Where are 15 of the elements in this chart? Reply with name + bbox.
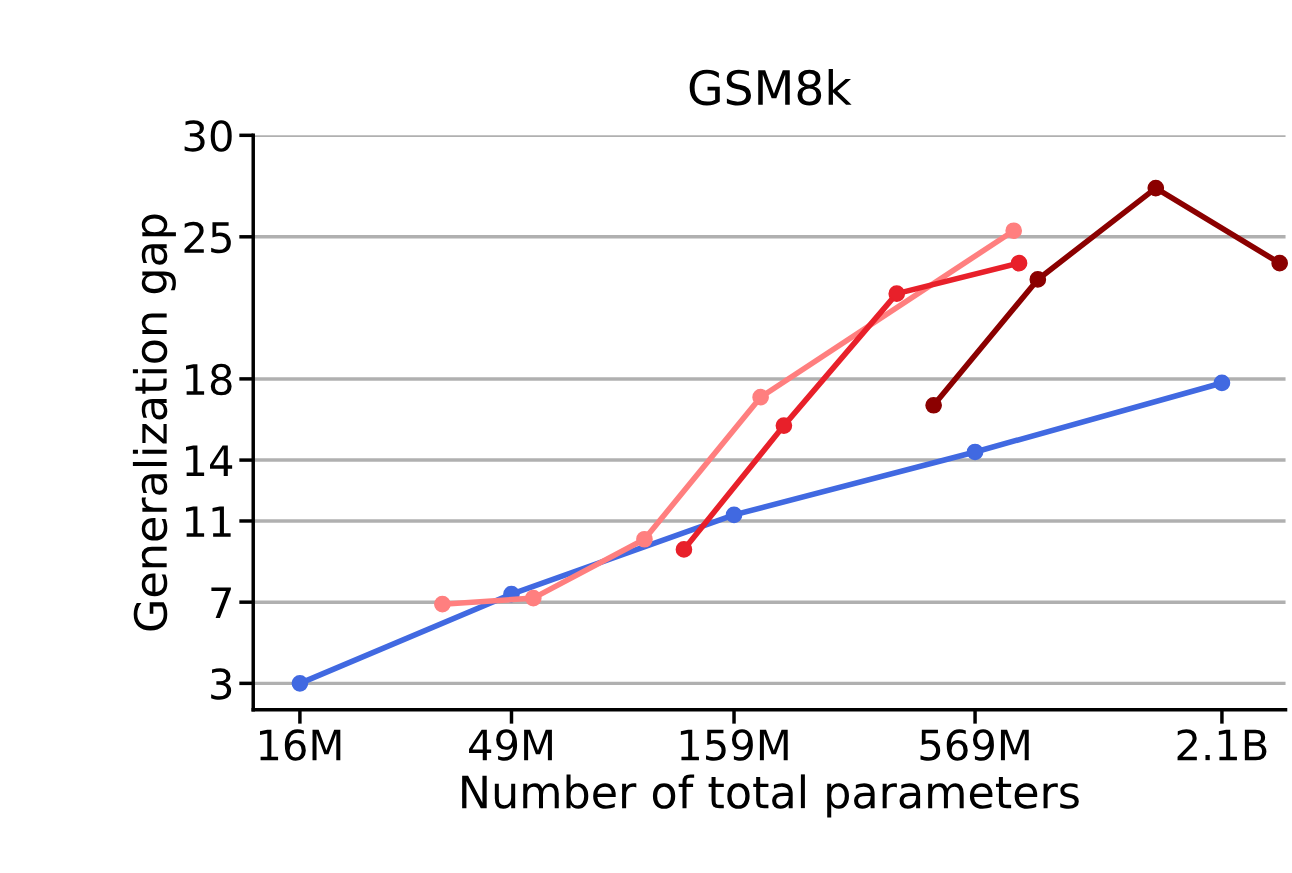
- x-tick-label: 159M: [680, 729, 788, 761]
- y-tick-label: 25: [184, 221, 231, 254]
- y-tick-label: 18: [186, 363, 232, 396]
- x-tick-label: 569M: [920, 729, 1029, 761]
- y-tick-label: 14: [186, 445, 233, 476]
- y-tick-label: 30: [184, 120, 232, 152]
- chart-title: GSM8k: [689, 68, 852, 106]
- y-tick-label: 11: [186, 506, 231, 537]
- y-tick-label: 7: [211, 587, 231, 618]
- x-tick-label: 49M: [469, 729, 552, 761]
- y-tick-label: 3: [211, 668, 232, 700]
- y-axis-title: Generalization gap: [132, 214, 176, 631]
- x-tick-label: 16M: [259, 729, 341, 761]
- x-axis-title: Number of total parameters: [462, 774, 1079, 818]
- x-tick-label: 2.1B: [1177, 729, 1267, 761]
